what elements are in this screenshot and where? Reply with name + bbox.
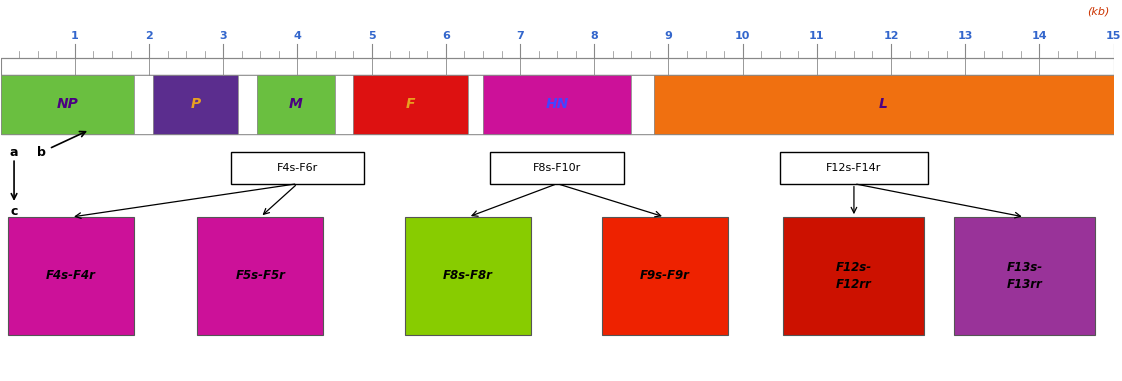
Bar (1, 75, 1114, 134)
Bar (601, 217, 728, 335)
Text: P: P (191, 97, 201, 111)
Bar (468, 75, 482, 134)
Text: 12: 12 (883, 30, 899, 40)
Text: c: c (10, 205, 18, 218)
Text: 6: 6 (442, 30, 450, 40)
Text: 15: 15 (1106, 30, 1121, 40)
Bar (482, 75, 632, 134)
Text: a: a (10, 146, 18, 159)
Text: NP: NP (56, 97, 79, 111)
Bar (954, 217, 1095, 335)
Text: b: b (37, 146, 46, 159)
Text: F12s-F14r: F12s-F14r (826, 163, 882, 173)
Bar (780, 152, 928, 184)
Bar (334, 75, 353, 134)
Bar (353, 75, 468, 134)
Bar (405, 217, 531, 335)
Bar (257, 75, 334, 134)
Text: F8s-F8r: F8s-F8r (443, 269, 493, 282)
Text: L: L (880, 97, 888, 111)
Text: 3: 3 (220, 30, 227, 40)
Bar (135, 75, 153, 134)
Text: 7: 7 (516, 30, 524, 40)
Text: F8s-F10r: F8s-F10r (533, 163, 581, 173)
Text: F12s-
F12rr: F12s- F12rr (836, 261, 872, 291)
Bar (783, 217, 925, 335)
Bar (1, 58, 1114, 75)
Text: 2: 2 (145, 30, 153, 40)
Text: 4: 4 (294, 30, 302, 40)
Bar (238, 75, 257, 134)
Bar (8, 217, 135, 335)
Text: 11: 11 (809, 30, 825, 40)
Bar (1, 75, 135, 134)
Text: 9: 9 (664, 30, 672, 40)
Text: 5: 5 (368, 30, 376, 40)
Text: F4s-F4r: F4s-F4r (46, 269, 96, 282)
Bar (632, 75, 654, 134)
Text: 10: 10 (735, 30, 751, 40)
Text: F4s-F6r: F4s-F6r (277, 163, 319, 173)
Text: M: M (288, 97, 303, 111)
Text: 8: 8 (590, 30, 598, 40)
Bar (197, 217, 323, 335)
Text: (kb): (kb) (1087, 6, 1110, 16)
Bar (654, 75, 1114, 134)
Bar (490, 152, 624, 184)
Bar (153, 75, 238, 134)
Text: 14: 14 (1031, 30, 1047, 40)
Text: F9s-F9r: F9s-F9r (640, 269, 690, 282)
Bar (231, 152, 365, 184)
Text: F13s-
F13rr: F13s- F13rr (1006, 261, 1042, 291)
Text: 1: 1 (71, 30, 79, 40)
Text: 13: 13 (957, 30, 973, 40)
Text: F: F (406, 97, 415, 111)
Text: F5s-F5r: F5s-F5r (236, 269, 285, 282)
Text: HN: HN (545, 97, 569, 111)
